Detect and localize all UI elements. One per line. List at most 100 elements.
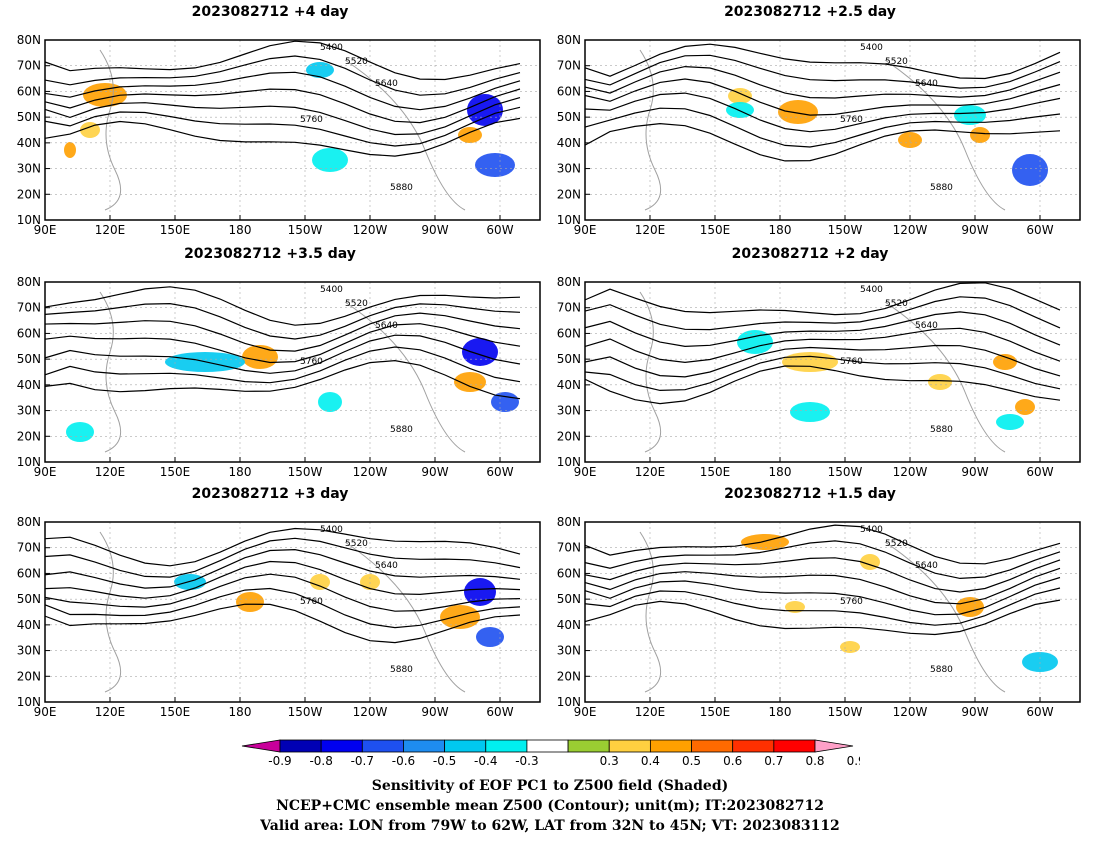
z500-contours: [584, 43, 1061, 162]
contour-line: [44, 286, 521, 326]
lat-tick-label: 30N: [17, 644, 41, 658]
z500-contours: [584, 524, 1061, 636]
lon-tick-label: 60W: [486, 705, 513, 719]
panel-title: 2023082712 +3 day: [191, 486, 349, 502]
coastline: [639, 531, 662, 693]
colorbar-box: [361, 739, 404, 753]
shaded-region: [242, 345, 278, 369]
lat-tick-label: 20N: [557, 429, 581, 443]
lon-tick-label: 60W: [486, 223, 513, 237]
z500-contours: [44, 286, 521, 400]
gridlines: [585, 40, 1080, 220]
lat-tick-label: 50N: [17, 110, 41, 124]
plot-frame: [44, 521, 541, 703]
plot-background: [585, 282, 1080, 462]
lon-tick-label: 90W: [961, 223, 988, 237]
shaded-region: [318, 392, 342, 412]
lat-tick-label: 20N: [17, 187, 41, 201]
contour-line: [584, 587, 1061, 626]
contour-label: 5880: [390, 425, 413, 435]
lon-tick-label: 90W: [421, 705, 448, 719]
lat-tick-label: 30N: [557, 162, 581, 176]
lon-tick-label: 120W: [353, 465, 388, 479]
contour-label: 5760: [840, 597, 863, 607]
lat-tick-label: 70N: [557, 59, 581, 73]
shaded-region: [1015, 399, 1035, 415]
panel-title: 2023082712 +2 day: [731, 246, 889, 262]
colorbar-tick-label: -0.6: [392, 754, 415, 768]
colorbar-box: [773, 739, 816, 753]
lon-tick-label: 60W: [1026, 465, 1053, 479]
contour-line: [44, 537, 521, 578]
contour-line: [584, 576, 1061, 616]
lon-tick-label: 150E: [160, 223, 191, 237]
gridlines: [585, 522, 1080, 702]
colorbar-tick-label: -0.4: [474, 754, 497, 768]
lon-tick-label: 90E: [34, 705, 57, 719]
coastline: [99, 291, 122, 453]
contour-line: [44, 312, 521, 352]
gridlines: [45, 282, 540, 462]
contour-label: 5880: [390, 183, 413, 193]
lat-tick-label: 30N: [557, 404, 581, 418]
plot-background: [45, 282, 540, 462]
lon-tick-label: 180: [229, 223, 252, 237]
lat-tick-label: 40N: [17, 618, 41, 632]
lon-tick-label: 120E: [95, 705, 126, 719]
lon-tick-label: 90E: [574, 705, 597, 719]
contour-line: [44, 117, 521, 157]
lat-tick-label: 80N: [17, 33, 41, 47]
coastline: [344, 301, 466, 453]
shaded-region: [467, 94, 503, 126]
contour-label: 5400: [860, 285, 883, 295]
contour-label: 5400: [320, 285, 343, 295]
z500-contours: [44, 527, 521, 644]
lon-tick-label: 90E: [34, 223, 57, 237]
shaded-region: [236, 592, 264, 612]
lon-tick-label: 60W: [486, 465, 513, 479]
shaded-region: [475, 153, 515, 177]
lat-tick-label: 40N: [17, 136, 41, 150]
colorbar-tick-label: 0.5: [682, 754, 701, 768]
shaded-region: [454, 372, 486, 392]
coastline: [884, 59, 1006, 211]
lat-tick-label: 50N: [557, 592, 581, 606]
contour-line: [44, 106, 521, 147]
contour-label: 5880: [930, 665, 953, 675]
caption-line-1: Sensitivity of EOF PC1 to Z500 field (Sh…: [371, 778, 729, 794]
shaded-region: [996, 414, 1024, 430]
lat-tick-label: 80N: [557, 515, 581, 529]
sensitivity-shading: [64, 62, 515, 177]
lon-tick-label: 180: [769, 705, 792, 719]
shaded-region: [956, 597, 984, 617]
contour-line: [44, 573, 521, 612]
contour-label: 5760: [840, 357, 863, 367]
contour-line: [44, 587, 521, 629]
lon-tick-label: 120E: [635, 705, 666, 719]
contour-line: [584, 599, 1061, 636]
lat-tick-label: 40N: [557, 136, 581, 150]
contour-line: [584, 311, 1061, 348]
shaded-region: [928, 374, 952, 390]
lon-tick-label: 90W: [421, 465, 448, 479]
lon-tick-label: 90W: [961, 705, 988, 719]
contour-line: [44, 527, 521, 567]
coastline: [639, 291, 662, 453]
colorbar-box: [608, 739, 651, 753]
shaded-region: [785, 601, 805, 613]
contour-line: [584, 54, 1061, 89]
colorbar-box: [320, 739, 363, 753]
lon-tick-label: 180: [769, 465, 792, 479]
lat-tick-label: 10N: [557, 213, 581, 227]
z500-contours: [44, 40, 521, 157]
colorbar-tick-label: 0.9: [847, 754, 860, 768]
lon-tick-label: 150E: [700, 223, 731, 237]
shaded-region: [310, 574, 330, 590]
contour-line: [584, 355, 1061, 392]
colorbar-box: [691, 739, 734, 753]
coastline: [639, 49, 662, 211]
sensitivity-shading: [174, 574, 504, 647]
lon-tick-label: 90W: [421, 223, 448, 237]
